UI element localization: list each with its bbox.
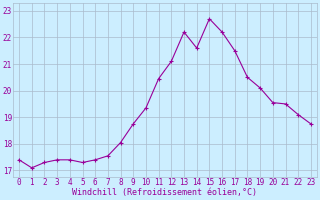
- X-axis label: Windchill (Refroidissement éolien,°C): Windchill (Refroidissement éolien,°C): [72, 188, 258, 197]
